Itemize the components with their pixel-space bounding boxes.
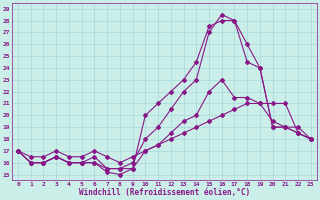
X-axis label: Windchill (Refroidissement éolien,°C): Windchill (Refroidissement éolien,°C): [79, 188, 250, 197]
